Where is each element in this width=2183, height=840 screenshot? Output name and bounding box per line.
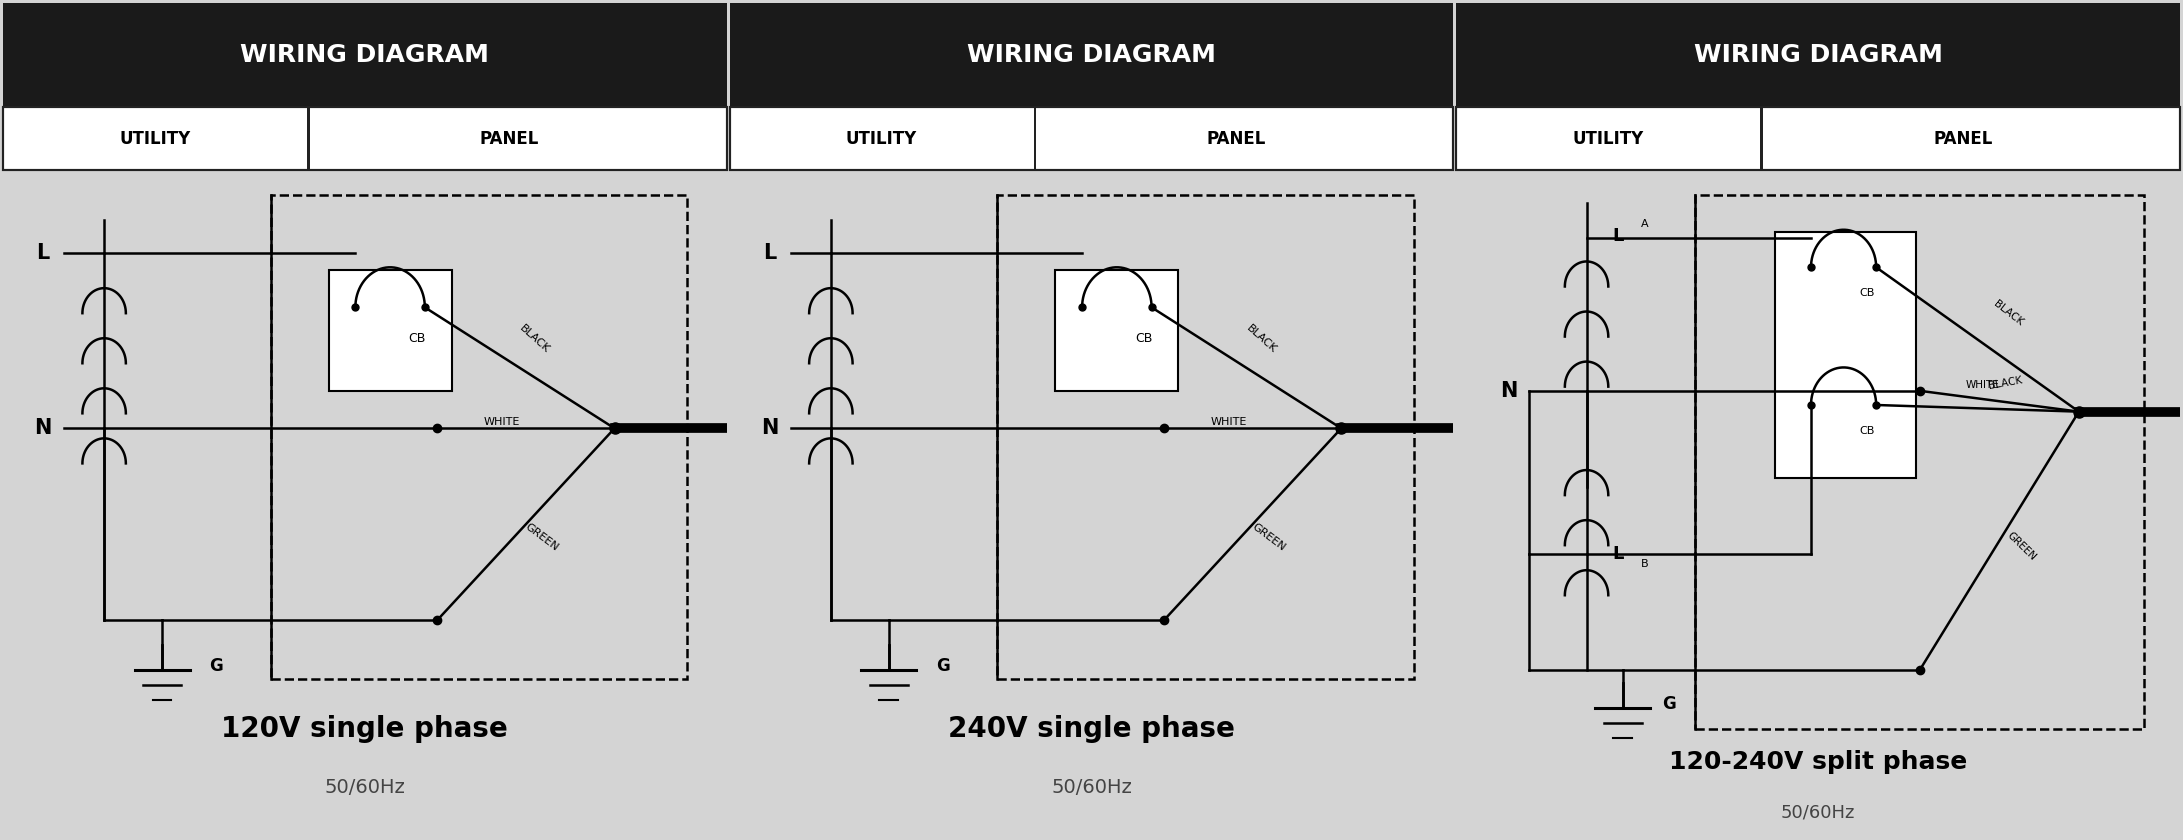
Text: 50/60Hz: 50/60Hz	[325, 778, 406, 796]
Text: GREEN: GREEN	[524, 521, 561, 553]
Text: GREEN: GREEN	[2004, 531, 2037, 563]
Text: 240V single phase: 240V single phase	[947, 715, 1236, 743]
Text: CB: CB	[1860, 288, 1875, 298]
Bar	[1456, 107, 2181, 170]
Text: CB: CB	[1860, 426, 1875, 436]
Text: L: L	[1611, 544, 1624, 563]
Text: N: N	[35, 418, 50, 438]
Text: BLACK: BLACK	[1991, 299, 2024, 328]
Text: WIRING DIAGRAM: WIRING DIAGRAM	[967, 44, 1216, 67]
Text: G: G	[937, 657, 950, 675]
Text: WHITE: WHITE	[1212, 417, 1246, 427]
Text: N: N	[760, 418, 777, 438]
Bar	[1775, 232, 1917, 479]
Bar	[1456, 3, 2181, 107]
Text: G: G	[210, 657, 223, 675]
Text: N: N	[1500, 381, 1517, 401]
Bar	[729, 3, 1454, 107]
Bar	[2, 107, 727, 170]
Text: BLACK: BLACK	[517, 323, 552, 355]
Text: 120-240V split phase: 120-240V split phase	[1670, 750, 1967, 774]
Text: BLACK: BLACK	[1987, 375, 2024, 391]
Text: A: A	[1642, 219, 1648, 229]
Text: UTILITY: UTILITY	[1572, 130, 1644, 148]
Bar	[271, 195, 688, 679]
Bar	[729, 107, 1454, 170]
Text: UTILITY: UTILITY	[847, 130, 917, 148]
Text: GREEN: GREEN	[1251, 521, 1288, 553]
Bar	[2, 107, 727, 170]
Bar	[2, 3, 727, 107]
Text: 50/60Hz: 50/60Hz	[1781, 803, 1856, 822]
Text: WIRING DIAGRAM: WIRING DIAGRAM	[240, 44, 489, 67]
Text: G: G	[1663, 695, 1677, 712]
Text: 50/60Hz: 50/60Hz	[1050, 778, 1133, 796]
Text: L: L	[762, 243, 775, 263]
Bar	[1696, 195, 2144, 729]
Text: PANEL: PANEL	[1934, 130, 1993, 148]
Text: 120V single phase: 120V single phase	[220, 715, 509, 743]
Text: UTILITY: UTILITY	[120, 130, 190, 148]
Bar	[729, 107, 1454, 170]
Bar	[308, 107, 310, 170]
Bar	[1456, 107, 2181, 170]
Bar	[1033, 107, 1037, 170]
Text: WIRING DIAGRAM: WIRING DIAGRAM	[1694, 44, 1943, 67]
Bar	[330, 270, 452, 391]
Text: WHITE: WHITE	[485, 417, 520, 427]
Text: PANEL: PANEL	[480, 130, 539, 148]
Bar	[998, 195, 1415, 679]
Text: L: L	[35, 243, 50, 263]
Text: BLACK: BLACK	[1244, 323, 1279, 355]
Bar	[1054, 270, 1179, 391]
Text: PANEL: PANEL	[1207, 130, 1266, 148]
Text: CB: CB	[1135, 332, 1153, 344]
Text: B: B	[1642, 559, 1648, 569]
Text: WHITE: WHITE	[1965, 380, 2000, 390]
Bar	[1759, 107, 1764, 170]
Text: CB: CB	[408, 332, 426, 344]
Text: L: L	[1611, 228, 1624, 245]
